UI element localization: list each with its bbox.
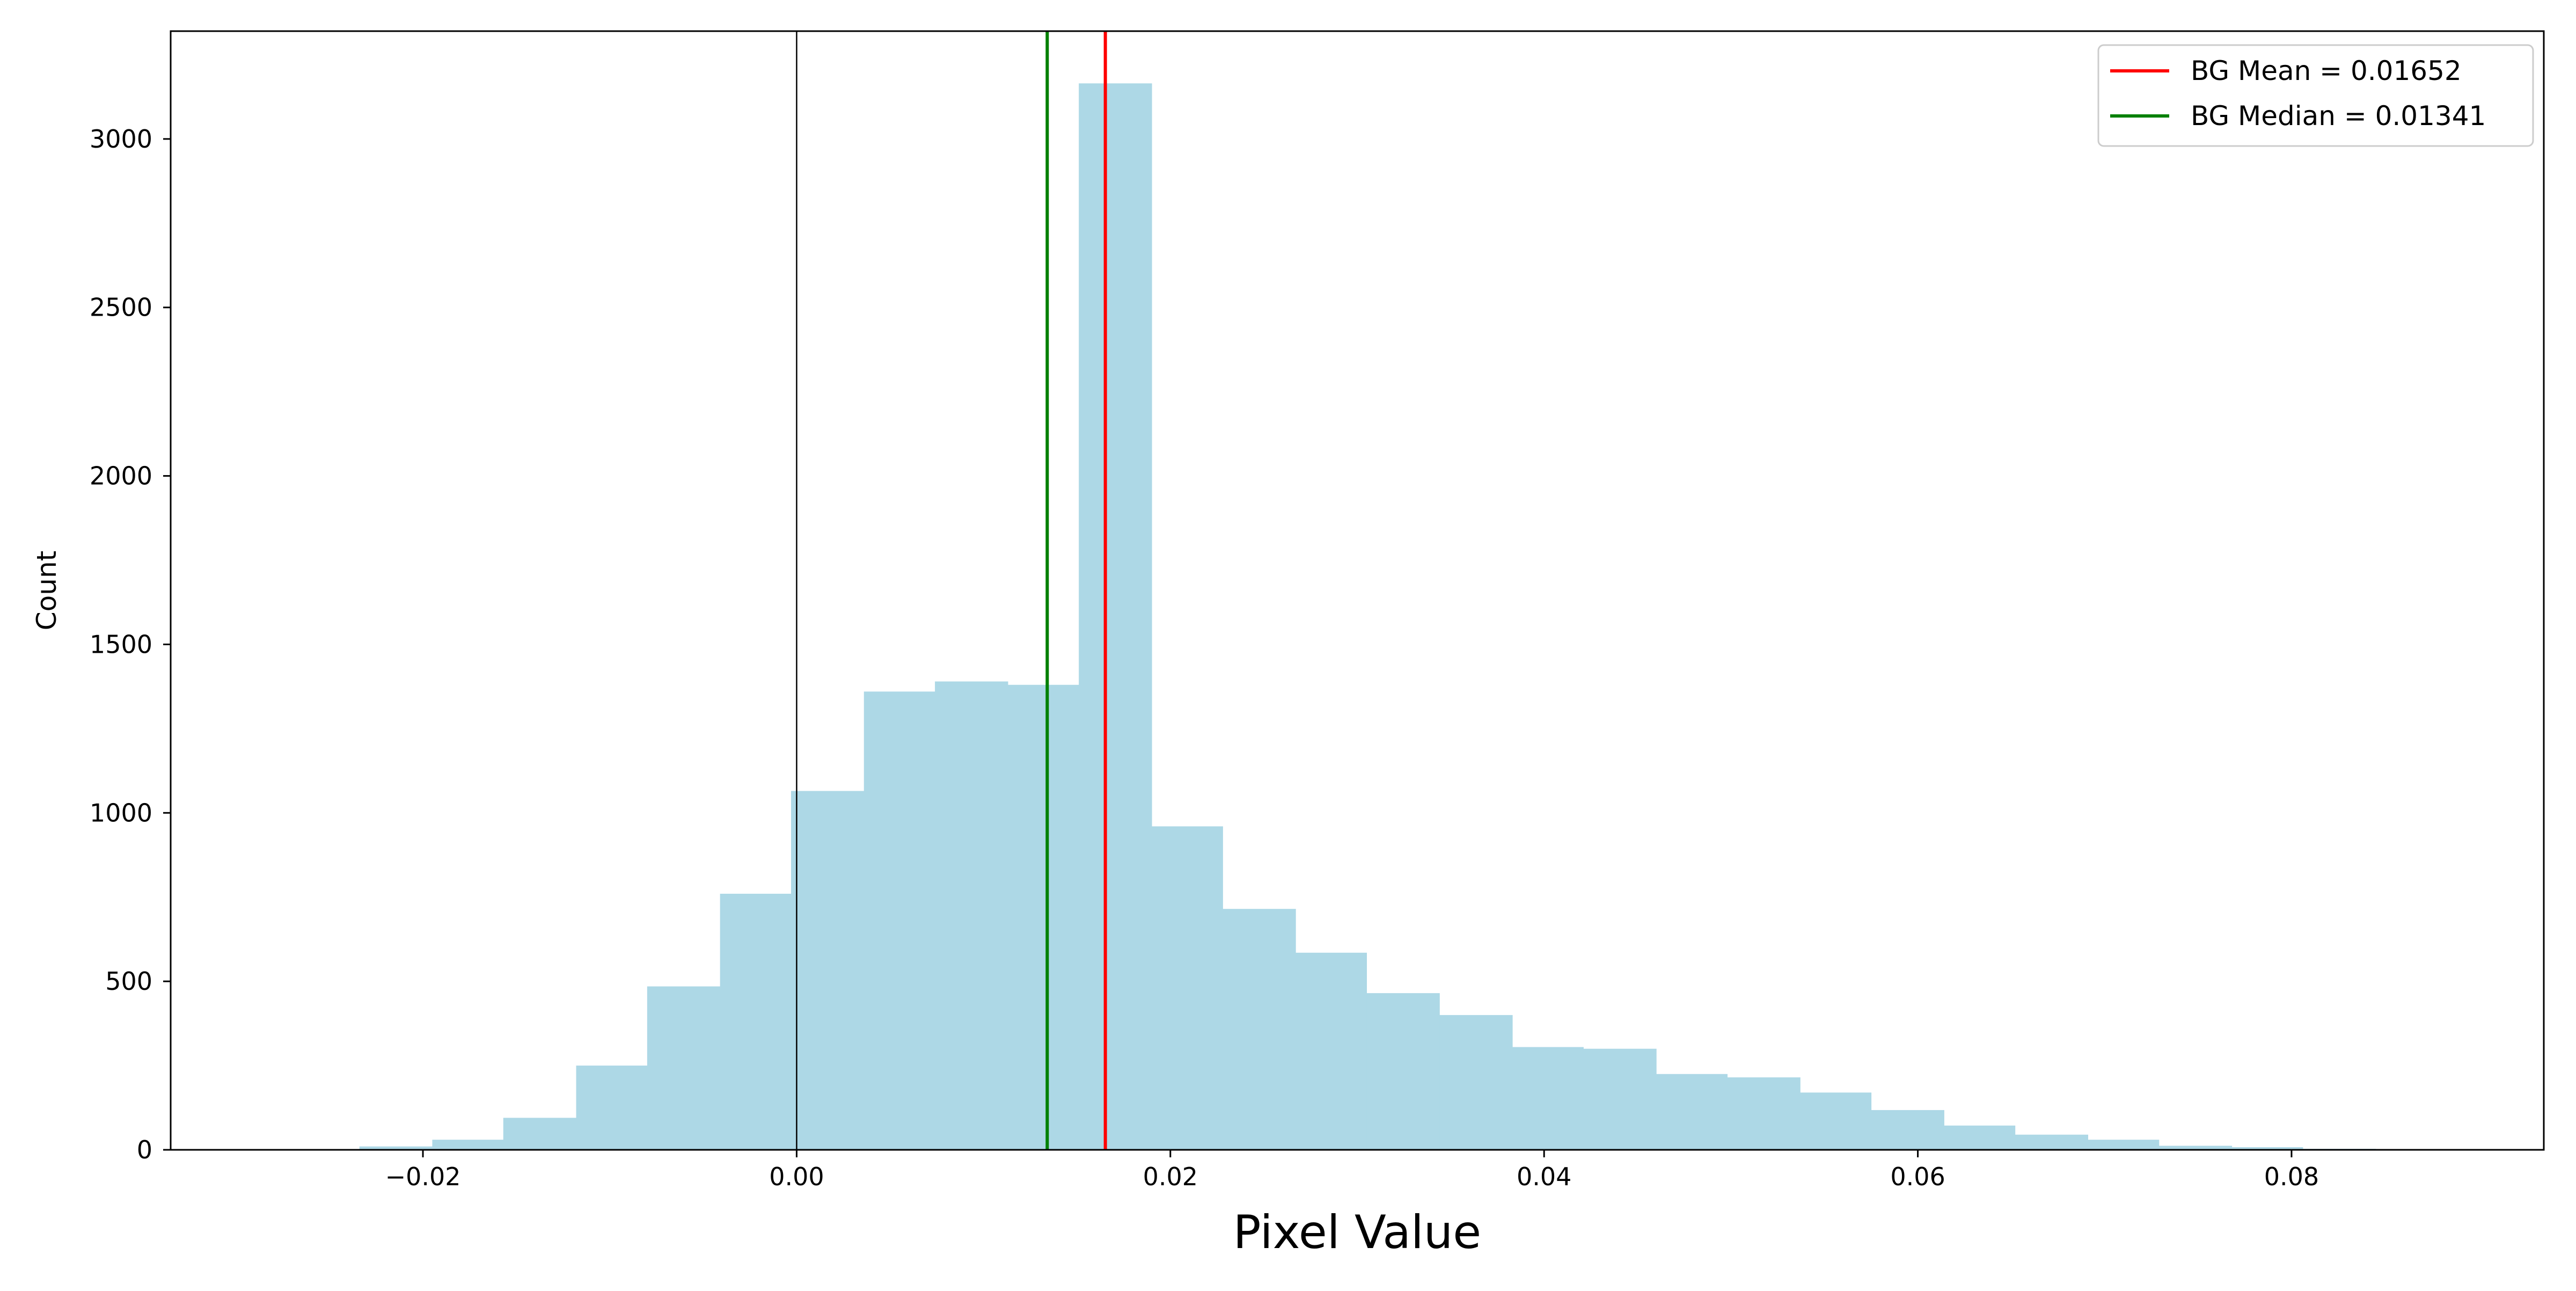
histogram-bar [863, 691, 935, 1150]
histogram-bar [1223, 909, 1296, 1150]
y-tick-label: 2500 [90, 293, 152, 322]
histogram-bar [576, 1066, 648, 1150]
bars-layer [288, 83, 2376, 1150]
x-tick-label: 0.02 [1143, 1162, 1198, 1191]
axes-layer: −0.02 0.00 0.02 0.04 0.06 0.08 0 500 1000 1500 200… [31, 30, 2545, 1259]
histogram-bar [1727, 1077, 1801, 1150]
histogram-bar [1800, 1092, 1872, 1150]
reference-lines-layer [796, 31, 1107, 1150]
histogram-bar [791, 791, 865, 1150]
histogram-bar [1007, 684, 1079, 1150]
x-tick-label: 0.06 [1890, 1162, 1945, 1191]
histogram-bar [1944, 1125, 2016, 1150]
histogram-bar [1151, 826, 1223, 1150]
plot-frame [170, 30, 2545, 1151]
legend-label: BG Median = 0.01341 [2191, 100, 2486, 132]
legend-box [2097, 44, 2534, 147]
y-tick-label: 1500 [90, 630, 152, 659]
histogram-bar [647, 986, 721, 1150]
histogram-bar [2015, 1134, 2089, 1150]
histogram-bar [503, 1118, 577, 1150]
histogram-bar [1079, 83, 1152, 1150]
y-tick-label: 1000 [90, 798, 152, 827]
histogram-bar [432, 1140, 504, 1150]
y-tick-label: 500 [105, 967, 152, 996]
x-tick-label: 0.08 [2264, 1162, 2319, 1191]
y-tick-label: 0 [137, 1135, 152, 1164]
histogram-bar [1296, 952, 1367, 1150]
y-axis-title: Count [31, 551, 62, 631]
histogram-bar [1366, 993, 1440, 1150]
x-tick-label: −0.02 [385, 1162, 461, 1191]
histogram-bar [2088, 1140, 2160, 1150]
x-axis-title: Pixel Value [1233, 1206, 1481, 1259]
histogram-bar [935, 681, 1008, 1150]
histogram-bar [720, 893, 792, 1150]
legend-label: BG Mean = 0.01652 [2191, 55, 2462, 86]
histogram-bar [1583, 1048, 1657, 1150]
histogram-bar [1656, 1074, 1728, 1150]
histogram-bar [1439, 1015, 1513, 1150]
y-tick-label: 2000 [90, 462, 152, 491]
histogram-bar [1512, 1047, 1584, 1150]
histogram-bar [1871, 1110, 1944, 1150]
histogram-bar [2158, 1146, 2233, 1150]
x-tick-label: 0.04 [1517, 1162, 1571, 1191]
histogram-bar [2231, 1147, 2303, 1150]
histogram-bar [359, 1146, 433, 1150]
legend: BG Mean = 0.01652 BG Median = 0.01341 [2097, 44, 2534, 147]
y-tick-label: 3000 [90, 125, 152, 154]
x-tick-label: 0.00 [769, 1162, 824, 1191]
